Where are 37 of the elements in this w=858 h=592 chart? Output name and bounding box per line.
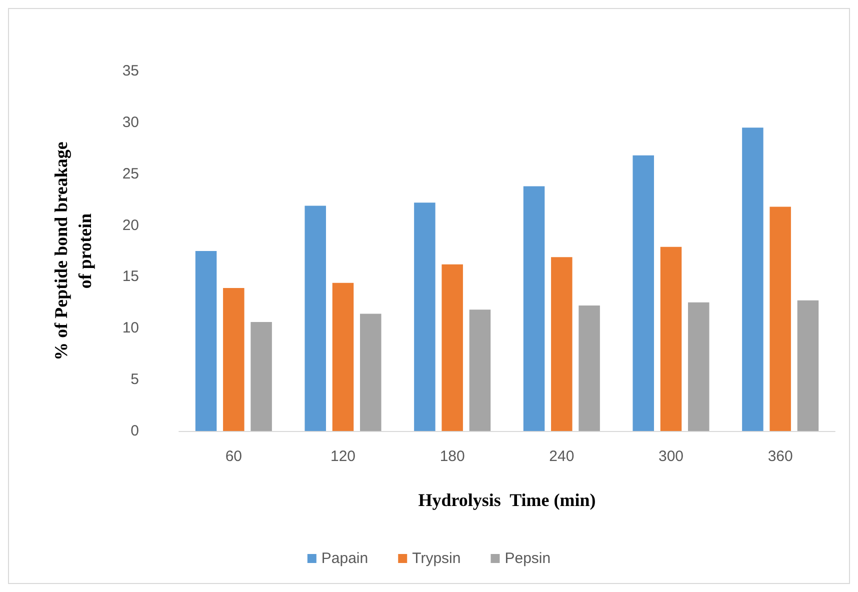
y-axis-title: % of Peptide bond breakage of protein <box>51 142 95 360</box>
bar <box>332 282 354 431</box>
bar <box>442 264 463 431</box>
bar <box>223 288 244 431</box>
y-tick-label: 35 <box>122 62 139 80</box>
bar <box>632 155 654 431</box>
x-tick-label: 240 <box>549 448 574 465</box>
y-tick-label: 10 <box>122 320 139 337</box>
x-tick-label: 360 <box>768 448 793 465</box>
y-tick-label: 0 <box>130 422 139 440</box>
y-tick-label: 30 <box>122 114 139 131</box>
x-tick-label: 300 <box>658 448 684 465</box>
x-tick-label: 180 <box>440 448 465 465</box>
bar <box>414 202 436 431</box>
y-tick-label: 15 <box>122 268 139 286</box>
legend-label: Pepsin <box>504 550 551 567</box>
bar <box>578 306 600 431</box>
bar <box>250 322 272 431</box>
y-tick-label: 20 <box>122 216 139 234</box>
bar <box>304 206 326 431</box>
legend-label: Papain <box>321 550 368 567</box>
bar <box>660 246 682 431</box>
bar <box>797 300 819 431</box>
bar <box>688 302 710 431</box>
bar <box>770 206 791 431</box>
bar <box>469 310 491 431</box>
y-tick-label: 5 <box>130 371 139 388</box>
x-axis-title: Hydrolysis Time (min) <box>418 490 596 510</box>
y-tick-label: 25 <box>122 165 139 182</box>
legend-label: Trypsin <box>412 550 461 567</box>
bar <box>551 257 572 431</box>
bar <box>360 314 382 431</box>
bar <box>195 251 217 431</box>
x-tick-label: 120 <box>330 448 356 465</box>
bar <box>523 186 545 431</box>
bar <box>742 128 764 431</box>
x-tick-label: 60 <box>225 448 242 465</box>
